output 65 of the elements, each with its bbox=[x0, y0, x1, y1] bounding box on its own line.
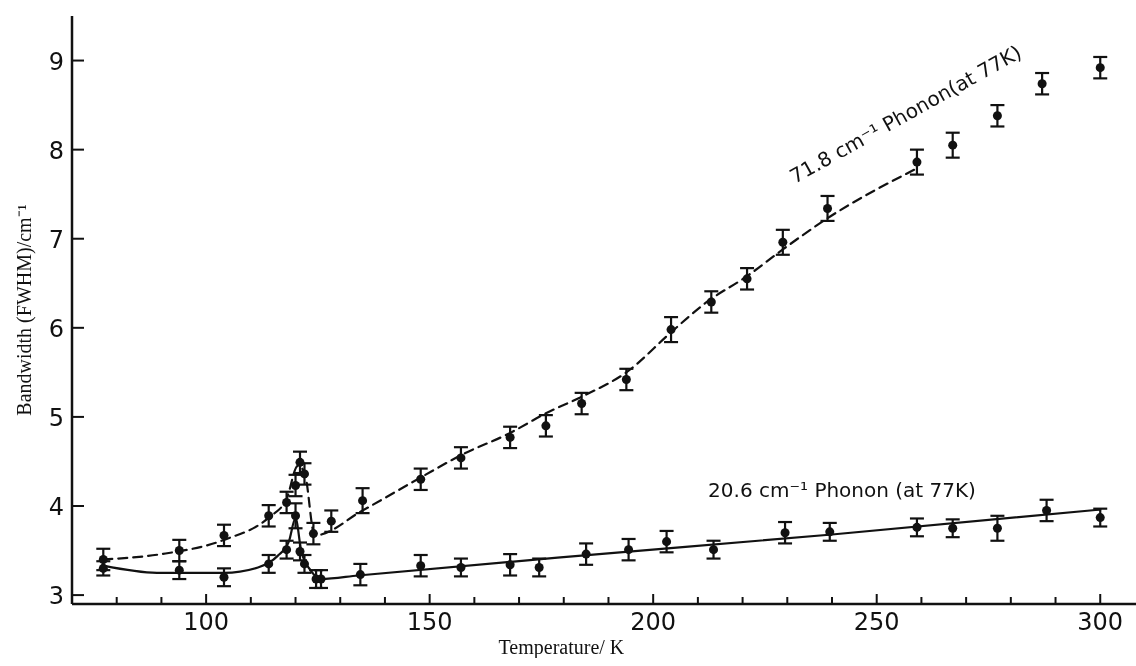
y-axis-title: Bandwidth (FWHM)/cm⁻¹ bbox=[12, 204, 36, 416]
point bbox=[456, 453, 466, 463]
y-tick-label: 9 bbox=[48, 47, 64, 76]
x-axis-title: Temperature/ K bbox=[498, 636, 625, 659]
point bbox=[1037, 79, 1047, 89]
point bbox=[355, 570, 365, 580]
point bbox=[780, 528, 790, 538]
point bbox=[825, 527, 835, 537]
point bbox=[666, 325, 676, 335]
y-tick-label: 5 bbox=[48, 403, 64, 432]
point bbox=[174, 565, 184, 575]
point bbox=[992, 111, 1002, 121]
point bbox=[624, 545, 634, 555]
point bbox=[456, 562, 466, 572]
point bbox=[778, 237, 788, 247]
point bbox=[948, 523, 958, 533]
point bbox=[416, 474, 426, 484]
point bbox=[581, 549, 591, 559]
point bbox=[1095, 63, 1105, 73]
point bbox=[291, 481, 301, 491]
point bbox=[1042, 505, 1052, 515]
point bbox=[505, 560, 515, 570]
point bbox=[98, 563, 108, 573]
y-tick-label: 8 bbox=[48, 136, 64, 165]
point bbox=[706, 297, 716, 307]
y-tick-label: 7 bbox=[48, 225, 64, 254]
point bbox=[534, 562, 544, 572]
point bbox=[295, 546, 305, 556]
point bbox=[505, 432, 515, 442]
x-tick-label: 300 bbox=[1077, 608, 1124, 636]
point bbox=[662, 537, 672, 547]
point bbox=[541, 421, 551, 431]
y-tick-label: 6 bbox=[48, 314, 64, 343]
point bbox=[912, 522, 922, 532]
x-tick-label: 150 bbox=[406, 608, 453, 636]
point bbox=[299, 559, 309, 569]
point bbox=[98, 554, 108, 564]
point bbox=[577, 399, 587, 409]
point bbox=[264, 511, 274, 521]
series-label: 20.6 cm⁻¹ Phonon (at 77K) bbox=[708, 477, 976, 502]
point bbox=[823, 203, 833, 213]
point bbox=[742, 274, 752, 284]
x-tick-label: 250 bbox=[853, 608, 900, 636]
y-tick-label: 4 bbox=[48, 493, 64, 521]
point bbox=[219, 530, 229, 540]
point bbox=[358, 496, 368, 506]
point bbox=[948, 140, 958, 150]
point bbox=[282, 545, 292, 555]
x-tick-label: 100 bbox=[183, 608, 230, 636]
point bbox=[992, 523, 1002, 533]
point bbox=[282, 497, 292, 507]
point bbox=[264, 559, 274, 569]
point bbox=[308, 529, 318, 539]
point bbox=[709, 545, 719, 555]
x-tick-label: 200 bbox=[630, 608, 677, 636]
point bbox=[1095, 513, 1105, 523]
point bbox=[219, 572, 229, 582]
point bbox=[326, 516, 336, 526]
point bbox=[299, 469, 309, 479]
point bbox=[912, 157, 922, 167]
point bbox=[295, 457, 305, 467]
point bbox=[621, 374, 631, 384]
y-tick-label: 3 bbox=[48, 582, 64, 611]
point bbox=[291, 511, 301, 521]
point bbox=[174, 546, 184, 556]
